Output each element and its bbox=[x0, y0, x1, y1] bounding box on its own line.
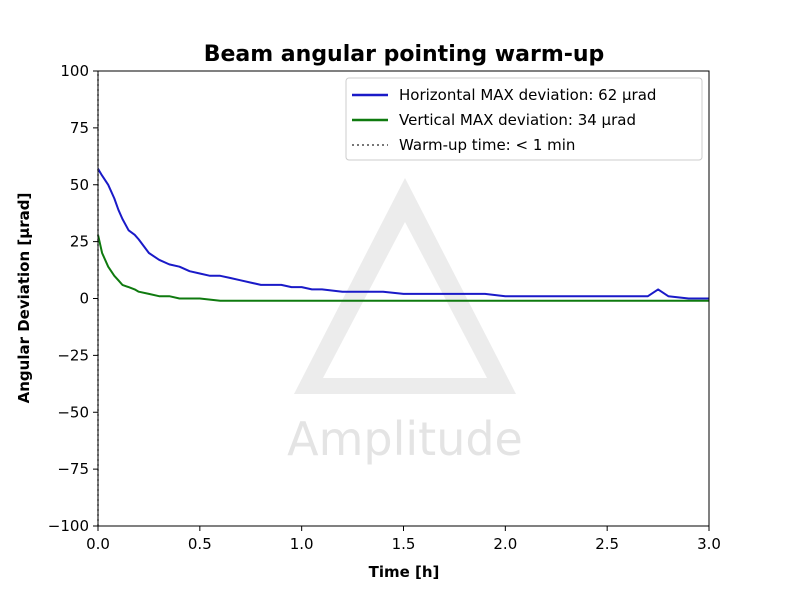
x-tick-label: 3.0 bbox=[697, 535, 721, 553]
x-tick-label: 1.0 bbox=[290, 535, 314, 553]
legend-label-2: Warm-up time: < 1 min bbox=[399, 136, 575, 154]
x-tick-label: 1.5 bbox=[392, 535, 416, 553]
legend-box bbox=[345, 77, 703, 161]
x-tick-label: 0.0 bbox=[86, 535, 110, 553]
y-tick-label: 50 bbox=[70, 176, 89, 194]
y-tick-label: −100 bbox=[48, 517, 89, 535]
x-ticks: 0.0 0.5 1.0 1.5 2.0 2.5 3.0 bbox=[86, 526, 721, 553]
x-tick-label: 2.5 bbox=[595, 535, 619, 553]
y-tick-label: −50 bbox=[57, 403, 89, 421]
chart-title: Beam angular pointing warm-up bbox=[204, 42, 605, 67]
legend-label-1: Vertical MAX deviation: 34 µrad bbox=[399, 111, 636, 129]
series-line-1 bbox=[97, 234, 709, 302]
legend: Horizontal MAX deviation: 62 µrad Vertica… bbox=[345, 77, 703, 161]
x-tick-label: 2.0 bbox=[493, 535, 517, 553]
series-line-0 bbox=[97, 168, 709, 300]
amplitude-watermark: Amplitude bbox=[287, 178, 523, 466]
x-axis-label: Time [h] bbox=[369, 563, 440, 581]
y-tick-label: 75 bbox=[70, 119, 89, 137]
y-tick-label: 100 bbox=[60, 62, 89, 80]
y-ticks: 100 75 50 25 0 −25 −50 −75 −100 bbox=[48, 62, 98, 535]
y-tick-label: 25 bbox=[70, 233, 89, 251]
y-tick-label: −25 bbox=[57, 346, 89, 364]
x-tick-label: 0.5 bbox=[188, 535, 212, 553]
watermark-text: Amplitude bbox=[287, 412, 523, 466]
legend-label-0: Horizontal MAX deviation: 62 µrad bbox=[399, 86, 656, 104]
y-axis-label: Angular Deviation [µrad] bbox=[15, 193, 33, 404]
y-tick-label: −75 bbox=[57, 460, 89, 478]
y-tick-label: 0 bbox=[79, 290, 89, 308]
